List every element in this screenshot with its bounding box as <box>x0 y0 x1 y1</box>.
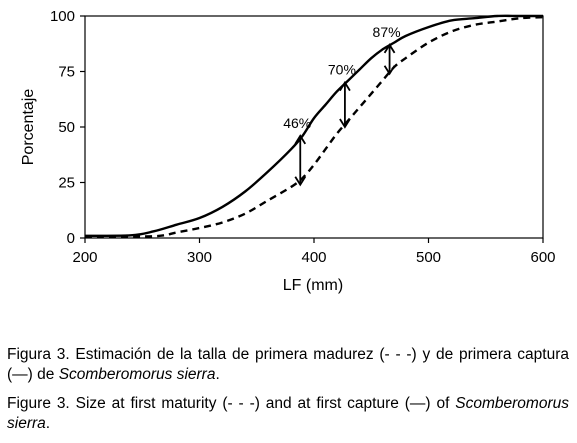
caption-en-species: Scomberomorus sierra <box>7 395 569 432</box>
x-tick-label: 200 <box>72 249 97 266</box>
caption-english: Figure 3. Size at first maturity (- - -)… <box>7 394 569 434</box>
caption-spanish: Figura 3. Estimación de la talla de prim… <box>7 345 569 385</box>
plot-frame <box>84 15 544 239</box>
y-tick-label: 0 <box>67 230 75 247</box>
y-tick-label: 75 <box>58 64 75 81</box>
caption-en-label: Figure 3. <box>7 395 70 412</box>
caption-es-species: Scomberomorus sierra <box>58 366 216 383</box>
x-axis-ticks: 200 300 400 500 600 <box>72 238 556 266</box>
x-tick-label: 300 <box>187 249 212 266</box>
caption-es-end: . <box>215 366 220 383</box>
y-axis-ticks: 0 25 50 75 100 <box>50 8 85 247</box>
caption-en-text: Size at first maturity (- - -) and at fi… <box>69 395 456 412</box>
chart: 200 300 400 500 600 0 25 50 75 100 46% 70% 87% LF … <box>20 8 556 294</box>
y-axis-label: Porcentaje <box>20 89 37 166</box>
annotation-arrowhead-up <box>294 134 307 145</box>
series-line-capture-solid <box>84 14 543 238</box>
annotations-group: 46% 70% 87% <box>283 24 401 187</box>
series-line-maturity-dashed <box>84 15 544 239</box>
annotation-arrowhead-up <box>383 43 396 54</box>
caption-es-label: Figura 3. <box>7 346 70 363</box>
series-group <box>84 14 544 239</box>
x-tick-label: 400 <box>301 249 326 266</box>
x-axis-label: LF (mm) <box>283 277 343 294</box>
y-tick-label: 100 <box>50 8 75 25</box>
annotation-label: 87% <box>373 24 401 40</box>
annotation-arrowhead-down <box>383 65 396 76</box>
annotation-label: 70% <box>328 62 356 78</box>
annotation-arrowhead-down <box>294 176 307 187</box>
x-tick-label: 500 <box>416 249 441 266</box>
y-tick-label: 25 <box>58 175 75 192</box>
x-tick-label: 600 <box>530 249 555 266</box>
annotation-arrowhead-down <box>339 118 351 129</box>
caption-en-end: . <box>45 415 51 432</box>
caption-es-text: Estimación de la talla de primera madure… <box>7 346 569 383</box>
annotation-label: 46% <box>283 115 311 131</box>
annotation-arrowhead-up <box>339 80 351 92</box>
axes <box>84 15 544 239</box>
y-tick-label: 50 <box>58 119 75 136</box>
